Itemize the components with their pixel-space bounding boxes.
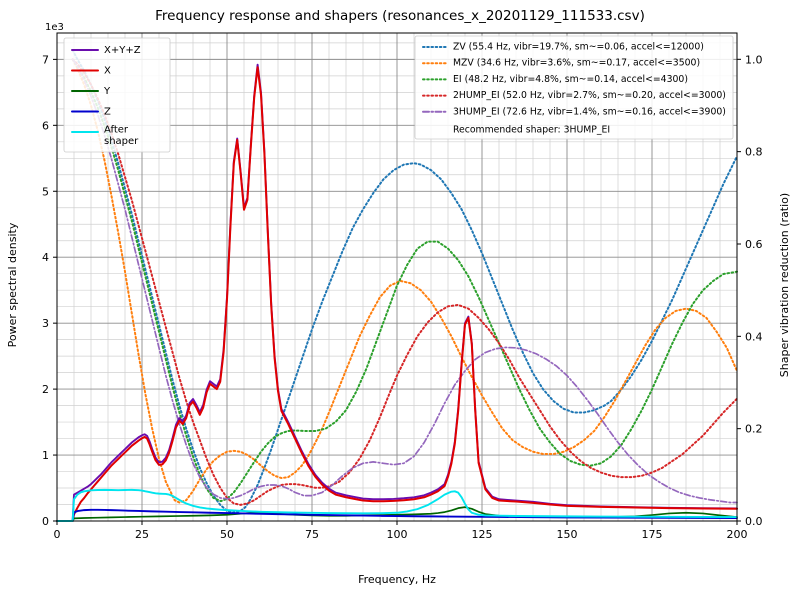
y-tick-label-right: 0.6 — [745, 238, 763, 251]
x-tick-label: 75 — [305, 528, 319, 541]
x-tick-label: 100 — [387, 528, 408, 541]
curve-3hump-ei — [71, 58, 738, 504]
legend-label-psd: After shaper — [104, 125, 139, 148]
legend-label-psd: Z — [104, 107, 111, 118]
y-tick-label-right: 0.2 — [745, 423, 763, 436]
curve-after-shaper — [56, 488, 738, 522]
x-tick-label: 0 — [54, 528, 61, 541]
x-tick-label: 125 — [472, 528, 493, 541]
data-curves — [56, 49, 738, 522]
y-tick-label-right: 0.8 — [745, 146, 763, 159]
y-axis-label-right: Shaper vibration reduction (ratio) — [778, 193, 791, 377]
legend-psd[interactable]: X+Y+Z XYZ After shaper — [63, 37, 171, 153]
curve-ei — [71, 58, 738, 503]
x-tick-label: 175 — [642, 528, 663, 541]
chart-title: Frequency response and shapers (resonanc… — [155, 8, 645, 24]
y-tick-label-left: 2 — [42, 383, 49, 396]
y-tick-label-left: 5 — [42, 185, 49, 198]
y-tick-label-left: 7 — [42, 53, 49, 66]
y-tick-label-left: 4 — [42, 251, 49, 264]
curve-2hump-ei — [71, 58, 738, 506]
legend-shapers[interactable]: ZV (55.4 Hz, vibr=19.7%, sm~=0.06, accel… — [414, 35, 734, 140]
y-tick-label-right: 1.0 — [745, 53, 763, 66]
y-tick-label-right: 0.0 — [745, 515, 763, 528]
y-tick-label-left: 1 — [42, 449, 49, 462]
y-tick-label-left: 3 — [42, 317, 49, 330]
x-axis-label: Frequency, Hz — [358, 573, 436, 586]
curve-zv — [71, 49, 738, 514]
curve-mzv — [71, 58, 738, 504]
legend-label-shaper: 2HUMP_EI (52.0 Hz, vibr=2.7%, sm~=0.20, … — [453, 90, 726, 101]
legend-label-shaper: ZV (55.4 Hz, vibr=19.7%, sm~=0.06, accel… — [453, 42, 704, 53]
y-tick-label-left: 0 — [42, 515, 49, 528]
legend-label-psd: Y — [103, 86, 111, 97]
legend-label-shaper: MZV (34.6 Hz, vibr=3.6%, sm~=0.17, accel… — [453, 58, 700, 69]
y-tick-label-right: 0.4 — [745, 330, 763, 343]
legend-label-psd: X — [104, 66, 111, 77]
recommended-shaper-note: Recommended shaper: 3HUMP_EI — [453, 125, 610, 136]
y-axis-label-left: Power spectral density — [6, 222, 19, 347]
curve-z — [56, 508, 738, 522]
x-tick-label: 50 — [220, 528, 234, 541]
curve-x — [56, 66, 738, 522]
x-tick-label: 200 — [727, 528, 748, 541]
x-tick-label: 150 — [557, 528, 578, 541]
y-tick-label-left: 6 — [42, 119, 49, 132]
y-axis-offset-label: 1e3 — [45, 22, 64, 33]
legend-label-psd: X+Y+Z — [104, 45, 141, 56]
legend-label-shaper: 3HUMP_EI (72.6 Hz, vibr=1.4%, sm~=0.16, … — [453, 106, 726, 117]
x-tick-label: 25 — [135, 528, 149, 541]
tick-labels: 0 25 50 75 100 125 150 175 200 0 1 2 3 4 5 6 7 0.0 0.2 0.4 0… — [42, 53, 763, 541]
legend-label-shaper: EI (48.2 Hz, vibr=4.8%, sm~=0.14, accel<… — [453, 74, 688, 85]
